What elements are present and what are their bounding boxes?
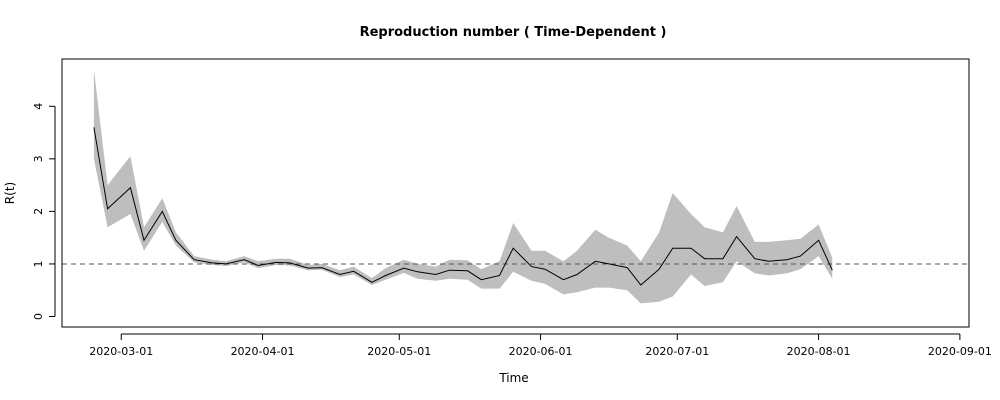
y-tick-label: 4	[32, 103, 45, 110]
y-tick-label: 1	[32, 260, 45, 267]
x-tick-label: 2020-04-01	[231, 345, 295, 358]
confidence-band	[93, 69, 833, 304]
y-axis: 0 1 2 3 4	[32, 103, 56, 320]
x-axis: 2020-03-01 2020-04-01 2020-05-01 2020-06-01…	[89, 333, 992, 358]
x-tick-label: 2020-03-01	[89, 345, 153, 358]
y-tick-label: 3	[32, 155, 45, 162]
x-tick-label: 2020-05-01	[367, 345, 431, 358]
y-tick-label: 0	[32, 313, 45, 320]
chart-title: Reproduction number ( Time-Dependent )	[360, 25, 667, 40]
y-tick-label: 2	[32, 208, 45, 215]
series-line	[93, 127, 833, 286]
x-axis-label: Time	[498, 371, 528, 385]
x-tick-label: 2020-09-01	[928, 345, 992, 358]
plot-frame	[61, 58, 970, 328]
x-tick-label: 2020-08-01	[787, 345, 851, 358]
y-axis-label: R(t)	[3, 182, 17, 204]
x-tick-label: 2020-07-01	[645, 345, 709, 358]
x-tick-label: 2020-06-01	[509, 345, 573, 358]
